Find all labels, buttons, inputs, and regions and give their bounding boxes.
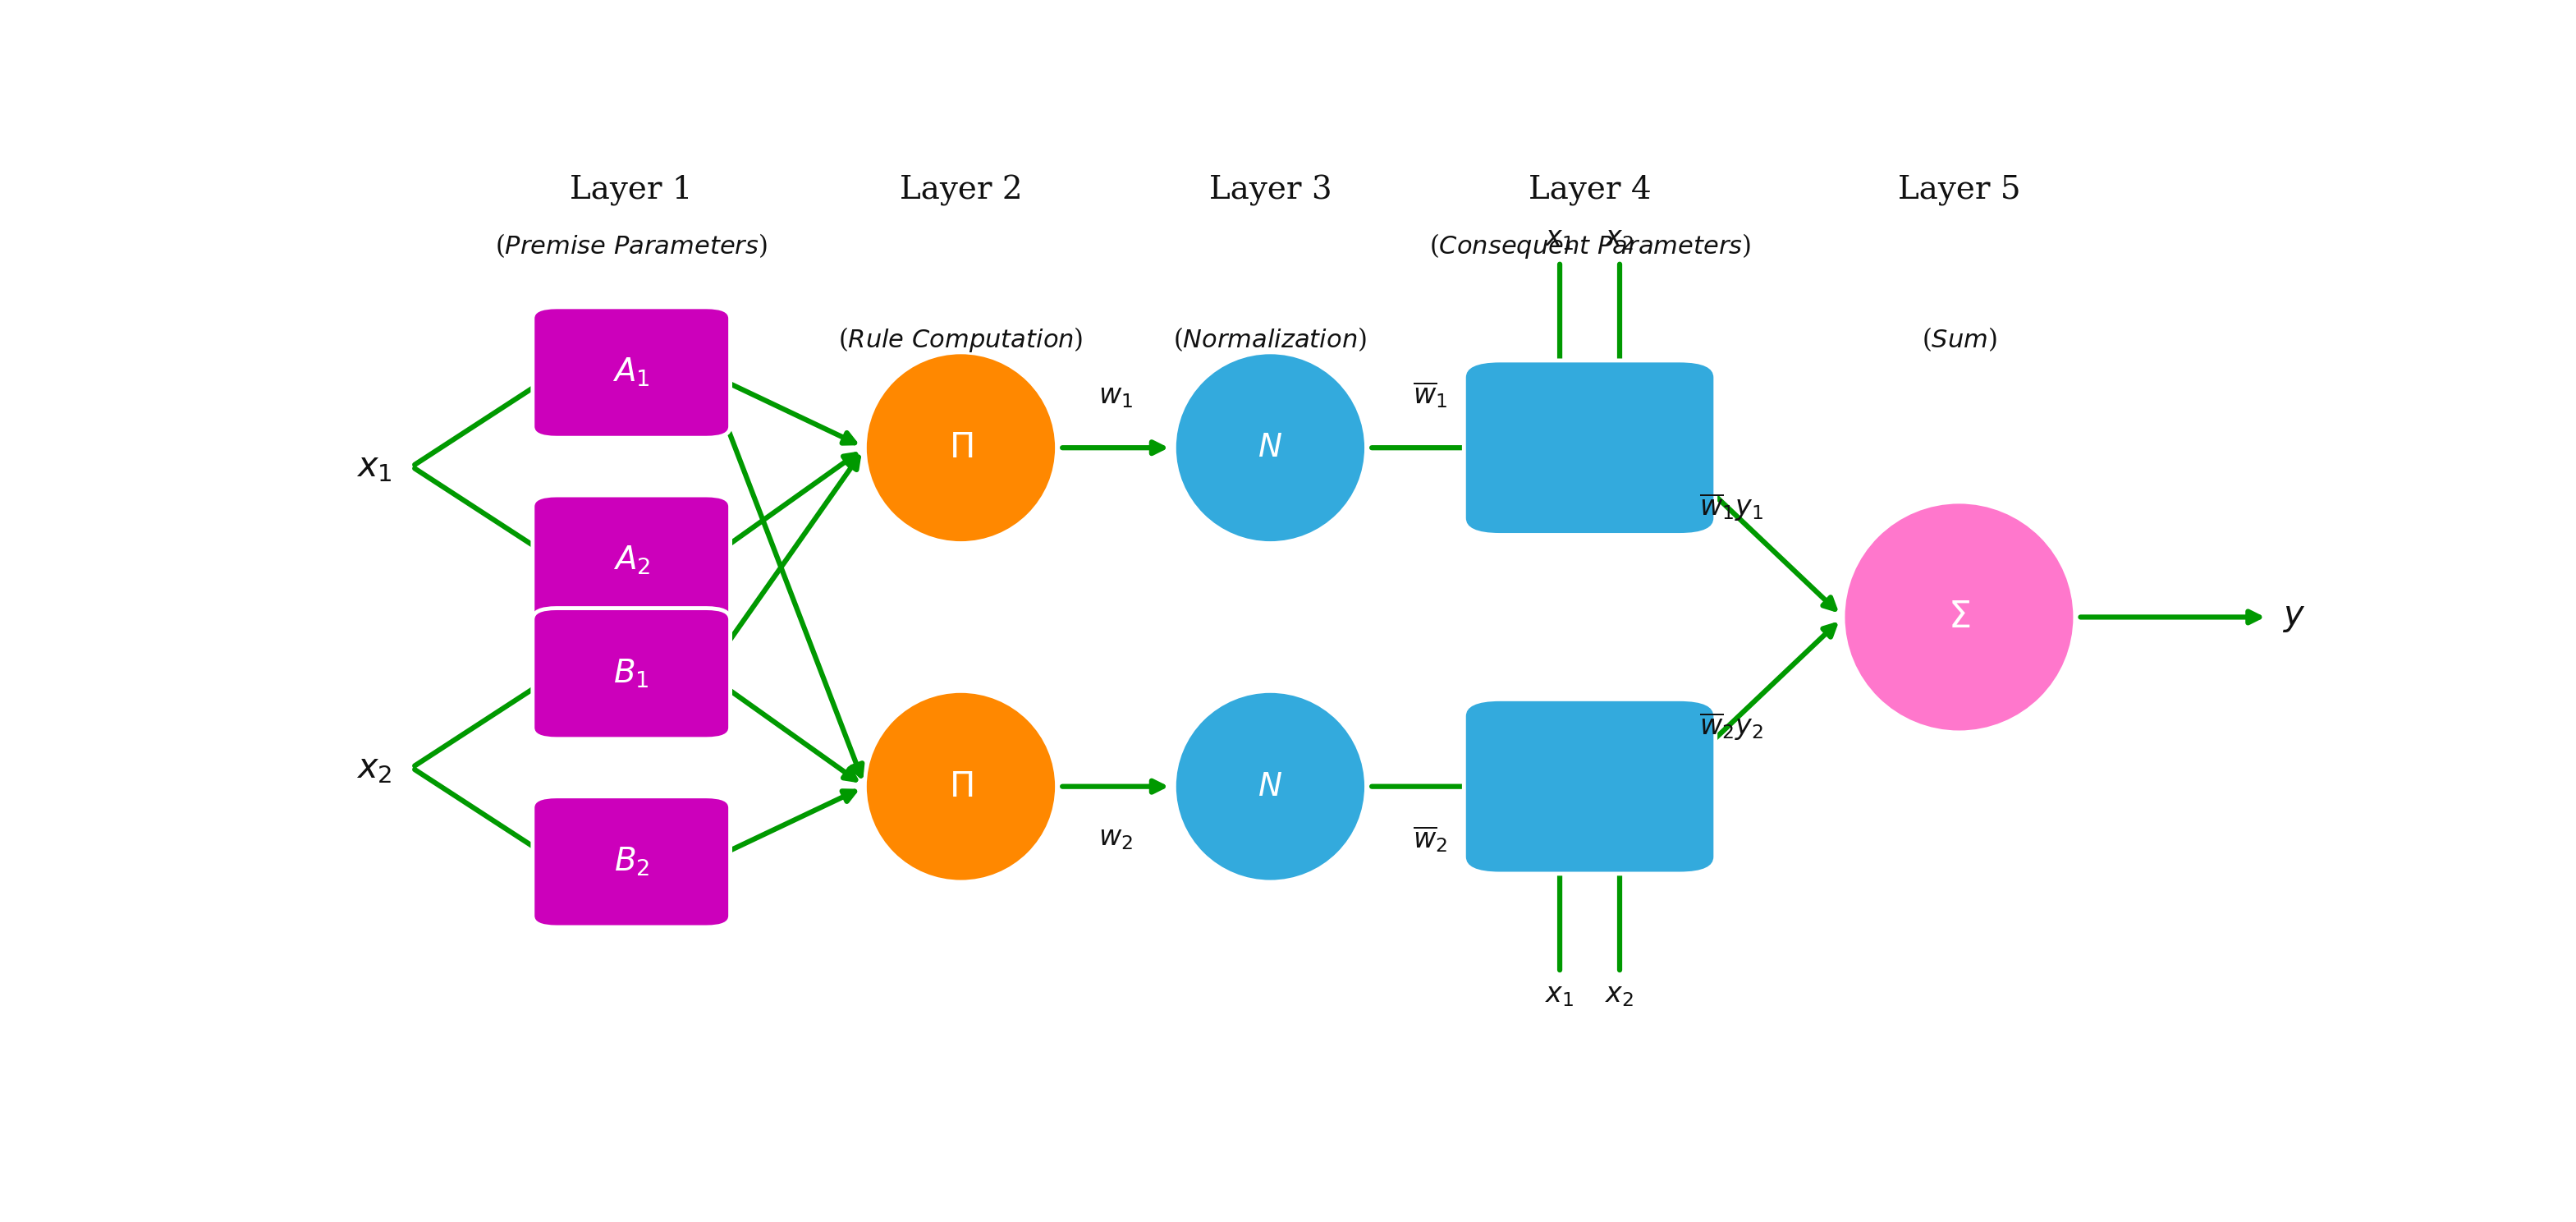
Text: $N$: $N$ bbox=[1257, 771, 1283, 802]
Text: $B_2$: $B_2$ bbox=[613, 846, 649, 877]
FancyBboxPatch shape bbox=[533, 609, 729, 739]
Text: ($\it{Rule\ Computation}$): ($\it{Rule\ Computation}$) bbox=[837, 325, 1084, 354]
Ellipse shape bbox=[1175, 352, 1365, 543]
Text: ($\it{Sum}$): ($\it{Sum}$) bbox=[1922, 325, 1996, 353]
Text: $x_2$: $x_2$ bbox=[1605, 981, 1633, 1009]
Text: $y$: $y$ bbox=[2282, 600, 2306, 634]
Text: Layer 1: Layer 1 bbox=[569, 175, 693, 205]
Text: $\overline{w}_1$: $\overline{w}_1$ bbox=[1412, 380, 1448, 411]
Ellipse shape bbox=[866, 352, 1056, 543]
Text: ($\it{Consequent\ Parameters}$): ($\it{Consequent\ Parameters}$) bbox=[1430, 231, 1752, 260]
Text: ($\it{Premise\ Parameters}$): ($\it{Premise\ Parameters}$) bbox=[495, 231, 768, 259]
Text: $x_2$: $x_2$ bbox=[1605, 225, 1633, 253]
Text: ($\it{Normalization}$): ($\it{Normalization}$) bbox=[1175, 325, 1368, 353]
FancyBboxPatch shape bbox=[1463, 360, 1716, 535]
Text: $\Pi$: $\Pi$ bbox=[948, 769, 974, 804]
Text: $x_1$: $x_1$ bbox=[1546, 225, 1574, 253]
Text: $x_1$: $x_1$ bbox=[355, 450, 392, 484]
FancyBboxPatch shape bbox=[533, 307, 729, 437]
Text: $A_1$: $A_1$ bbox=[613, 357, 649, 389]
Text: $w_2$: $w_2$ bbox=[1097, 824, 1133, 852]
Text: $\overline{w}_1 y_1$: $\overline{w}_1 y_1$ bbox=[1700, 491, 1765, 523]
Ellipse shape bbox=[1175, 692, 1365, 882]
Text: $N$: $N$ bbox=[1257, 433, 1283, 463]
Text: $B_1$: $B_1$ bbox=[613, 657, 649, 689]
Text: Layer 5: Layer 5 bbox=[1899, 175, 2020, 205]
Text: $x_2$: $x_2$ bbox=[355, 750, 392, 785]
Text: Layer 2: Layer 2 bbox=[899, 175, 1023, 207]
Text: Layer 3: Layer 3 bbox=[1208, 175, 1332, 207]
Text: $\overline{w}_2 y_2$: $\overline{w}_2 y_2$ bbox=[1700, 711, 1765, 743]
Text: $\Pi$: $\Pi$ bbox=[948, 430, 974, 466]
FancyBboxPatch shape bbox=[1463, 699, 1716, 874]
Text: $\Sigma$: $\Sigma$ bbox=[1947, 600, 1971, 634]
Text: Layer 4: Layer 4 bbox=[1528, 175, 1651, 205]
Text: $x_1$: $x_1$ bbox=[1546, 981, 1574, 1009]
Text: $\overline{w}_2$: $\overline{w}_2$ bbox=[1412, 824, 1448, 854]
FancyBboxPatch shape bbox=[533, 495, 729, 626]
FancyBboxPatch shape bbox=[533, 797, 729, 927]
Ellipse shape bbox=[1844, 502, 2074, 732]
Text: $w_1$: $w_1$ bbox=[1097, 382, 1133, 411]
Ellipse shape bbox=[866, 692, 1056, 882]
Text: $A_2$: $A_2$ bbox=[613, 545, 649, 577]
